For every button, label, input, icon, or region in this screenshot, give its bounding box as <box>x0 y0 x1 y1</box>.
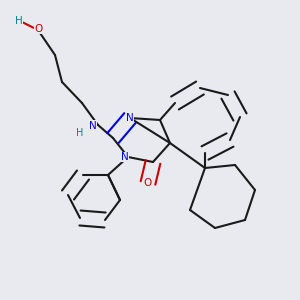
Text: H: H <box>15 16 23 26</box>
Text: H: H <box>76 128 84 138</box>
Text: O: O <box>34 23 43 34</box>
Text: N: N <box>126 113 134 123</box>
Text: N: N <box>121 152 129 162</box>
Text: O: O <box>144 178 152 188</box>
Text: N: N <box>89 121 97 130</box>
